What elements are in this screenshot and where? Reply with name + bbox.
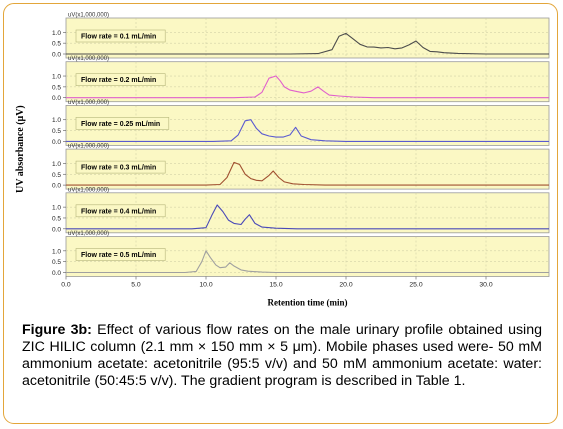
y-tick-label: 1.0 [52, 205, 61, 212]
series-label-box [75, 204, 166, 218]
caption-text: Effect of various flow rates on the male… [22, 322, 542, 389]
x-tick-label: 25.0 [409, 282, 422, 289]
y-tick-label: 0.5 [52, 259, 61, 266]
x-tick-label: 20.0 [339, 282, 352, 289]
series-line-3 [66, 119, 549, 142]
y-tick-label: 0.5 [52, 172, 61, 179]
y-tick-label: 0.0 [52, 226, 61, 233]
y-tick-label: 0.5 [52, 84, 61, 91]
y-tick-label: 1.0 [52, 161, 61, 168]
series-line-6 [66, 250, 549, 274]
y-tick-label: 1.0 [52, 117, 61, 124]
y-unit-label: uV(x1,000,000) [68, 187, 109, 193]
series-label-box [75, 117, 170, 130]
x-axis-title: Retention time (min) [268, 298, 348, 308]
caption-label: Figure 3b: [22, 322, 92, 338]
series-label-box [75, 248, 166, 261]
y-tick-label: 0.5 [52, 215, 61, 222]
series-label-3: Flow rate = 0.25 mL/min [81, 121, 160, 128]
y-tick-label: 0.5 [52, 128, 61, 135]
y-unit-label: uV(x1,000,000) [68, 144, 109, 150]
y-unit-label: uV(x1,000,000) [68, 231, 109, 237]
y-tick-label: 1.0 [52, 30, 61, 37]
series-label-4: Flow rate = 0.3 mL/min [81, 165, 156, 172]
series-line-1 [66, 32, 549, 55]
y-tick-label: 0.0 [52, 183, 61, 190]
y-tick-label: 1.0 [52, 248, 61, 255]
series-line-2 [66, 75, 549, 99]
y-unit-label: uV(x1,000,000) [68, 13, 109, 19]
x-tick-label: 0.0 [61, 282, 71, 289]
y-tick-label: 0.0 [52, 270, 61, 277]
x-tick-label: 10.0 [199, 282, 212, 289]
x-tick-label: 15.0 [269, 282, 282, 289]
series-label-box [75, 73, 166, 86]
y-unit-label: uV(x1,000,000) [68, 100, 109, 106]
x-tick-label: 5.0 [131, 282, 141, 289]
series-label-5: Flow rate = 0.4 mL/min [81, 208, 156, 215]
y-tick-label: 0.0 [52, 52, 61, 59]
series-label-2: Flow rate = 0.2 mL/min [81, 77, 156, 84]
figure-caption: Figure 3b: Effect of various flow rates … [22, 322, 542, 390]
series-label-1: Flow rate = 0.1 mL/min [81, 34, 156, 41]
y-tick-label: 0.5 [52, 41, 61, 48]
series-line-5 [66, 204, 549, 230]
y-axis-title: UV absorbance (μV) [15, 105, 26, 193]
y-unit-label: uV(x1,000,000) [68, 56, 109, 62]
y-tick-label: 1.0 [52, 74, 61, 81]
chromatogram-chart: 0.0 0.5 1.0 uV(x1,000,000) Flow rate = 0.1 m… [15, 13, 550, 308]
series-label-box [75, 29, 166, 43]
y-tick-label: 0.0 [52, 95, 61, 102]
series-label-box [75, 160, 166, 174]
series-label-6: Flow rate = 0.5 mL/min [81, 252, 156, 259]
series-line-4 [66, 161, 549, 186]
x-tick-label: 30.0 [479, 282, 492, 289]
y-tick-label: 0.0 [52, 139, 61, 146]
